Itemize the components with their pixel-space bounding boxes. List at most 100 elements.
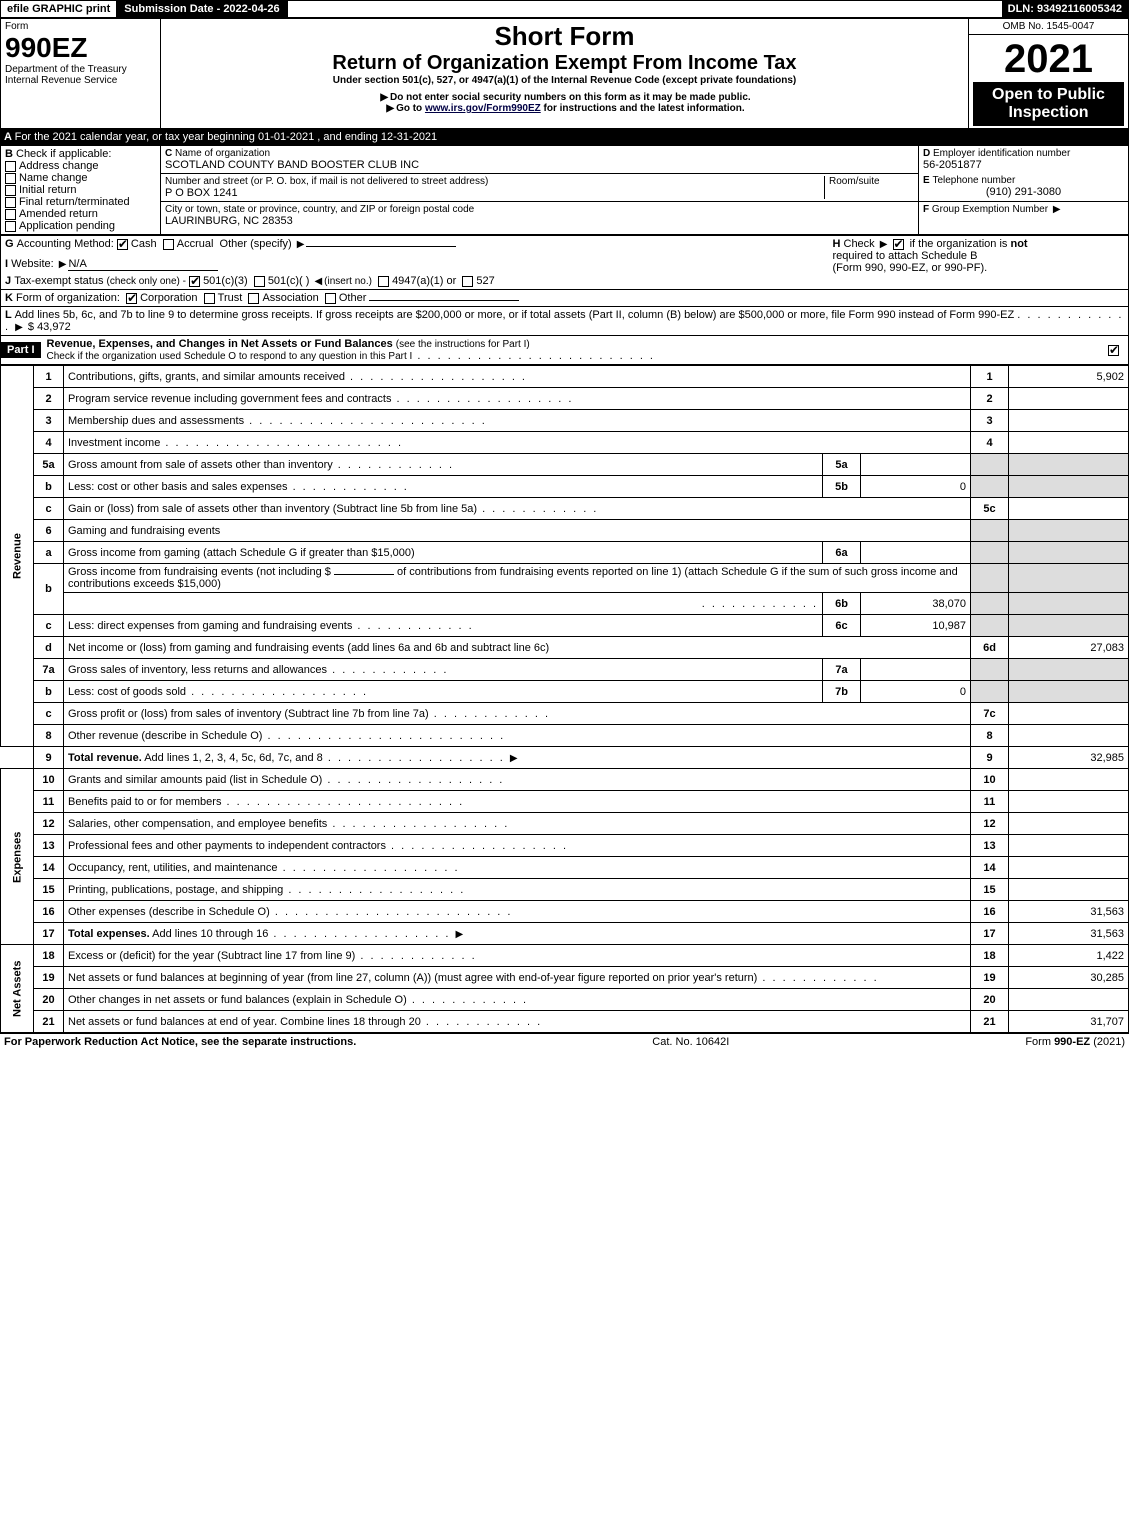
form-header: Form 990EZ Department of the Treasury In… — [0, 18, 1129, 129]
irs-link[interactable]: www.irs.gov/Form990EZ — [425, 103, 541, 114]
line-14-text: Occupancy, rent, utilities, and maintena… — [68, 862, 278, 874]
line-20-text: Other changes in net assets or fund bala… — [68, 994, 407, 1006]
line-17-text2: Add lines 10 through 16 — [152, 928, 268, 940]
open-public-badge: Open to Public Inspection — [973, 82, 1124, 126]
checkbox-address-change[interactable] — [5, 161, 16, 172]
line-21-amt: 31,707 — [1009, 1011, 1129, 1033]
line-k: K Form of organization: Corporation Trus… — [0, 290, 1129, 307]
efile-print-button[interactable]: efile GRAPHIC print — [1, 1, 118, 17]
j-note: (check only one) ‐ — [107, 276, 186, 287]
expenses-section-label: Expenses — [1, 769, 34, 945]
g-other-input[interactable] — [306, 246, 456, 247]
part-i-header: Part I Revenue, Expenses, and Changes in… — [0, 336, 1129, 365]
h-line2: required to attach Schedule B — [833, 250, 1125, 262]
checkbox-corp[interactable] — [126, 293, 137, 304]
h-pre: Check — [844, 238, 875, 250]
line-21-text: Net assets or fund balances at end of ye… — [68, 1016, 421, 1028]
d-label: Employer identification number — [933, 148, 1070, 159]
line-3-text: Membership dues and assessments — [68, 415, 244, 427]
ein-value: 56-2051877 — [923, 159, 1124, 171]
opt-final-return: Final return/terminated — [19, 196, 130, 208]
footer-left: For Paperwork Reduction Act Notice, see … — [4, 1036, 356, 1048]
line-l: L Add lines 5b, 6c, and 7b to line 9 to … — [0, 307, 1129, 336]
line-17-text: Total expenses. — [68, 928, 150, 940]
checkbox-trust[interactable] — [204, 293, 215, 304]
addr-label: Number and street (or P. O. box, if mail… — [165, 176, 824, 187]
footer-right-pre: Form — [1025, 1036, 1054, 1048]
k-other-input[interactable] — [369, 300, 519, 301]
line-6d-amt: 27,083 — [1009, 637, 1129, 659]
arrow-icon — [1051, 204, 1063, 215]
line-16-amt: 31,563 — [1009, 901, 1129, 923]
line-2-text: Program service revenue including govern… — [68, 393, 391, 405]
checkbox-assoc[interactable] — [248, 293, 259, 304]
tax-year: 2021 — [973, 37, 1124, 82]
sub-6a: 6a — [823, 542, 861, 564]
revenue-section-label: Revenue — [1, 366, 34, 747]
top-bar: efile GRAPHIC print Submission Date - 20… — [0, 0, 1129, 18]
city-value: LAURINBURG, NC 28353 — [165, 215, 914, 227]
checkbox-501c[interactable] — [254, 276, 265, 287]
checkbox-cash[interactable] — [117, 239, 128, 250]
line-8-text: Other revenue (describe in Schedule O) — [68, 730, 262, 742]
line-7c-text: Gross profit or (loss) from sales of inv… — [68, 708, 429, 720]
line-6b-blank[interactable] — [334, 574, 394, 575]
phone-value: (910) 291-3080 — [923, 186, 1124, 198]
short-form-title: Short Form — [165, 21, 964, 52]
g-label: Accounting Method: — [17, 238, 114, 250]
line-18-text: Excess or (deficit) for the year (Subtra… — [68, 950, 355, 962]
k-trust: Trust — [218, 292, 243, 304]
line-13-text: Professional fees and other payments to … — [68, 840, 386, 852]
checkbox-501c3[interactable] — [189, 276, 200, 287]
k-assoc: Association — [262, 292, 318, 304]
omb-number: OMB No. 1545-0047 — [969, 19, 1129, 35]
checkbox-name-change[interactable] — [5, 173, 16, 184]
website-value: N/A — [68, 258, 218, 271]
arrow-left-icon — [312, 275, 324, 287]
line-16-text: Other expenses (describe in Schedule O) — [68, 906, 270, 918]
checkbox-h[interactable] — [893, 239, 904, 250]
k-corp: Corporation — [140, 292, 197, 304]
h-not: not — [1010, 238, 1027, 250]
checkbox-527[interactable] — [462, 276, 473, 287]
h-line3: (Form 990, 990-EZ, or 990-PF). — [833, 262, 1125, 274]
line-11-text: Benefits paid to or for members — [68, 796, 221, 808]
checkbox-schedule-o[interactable] — [1108, 345, 1119, 356]
line-1-amt: 5,902 — [1009, 366, 1129, 388]
line-6b-amt: 38,070 — [861, 593, 971, 615]
line-5c-text: Gain or (loss) from sale of assets other… — [68, 503, 477, 515]
netassets-section-label: Net Assets — [1, 945, 34, 1033]
line-4-text: Investment income — [68, 437, 160, 449]
org-name: SCOTLAND COUNTY BAND BOOSTER CLUB INC — [165, 159, 914, 171]
sub-7b: 7b — [823, 681, 861, 703]
line-6a-text: Gross income from gaming (attach Schedul… — [68, 547, 415, 559]
arrow-icon — [384, 103, 396, 114]
line-a-text: For the 2021 calendar year, or tax year … — [15, 131, 438, 143]
identity-block: B Check if applicable: Address change Na… — [0, 145, 1129, 235]
checkbox-application-pending[interactable] — [5, 221, 16, 232]
arrow-icon — [57, 258, 69, 270]
line-5b-text: Less: cost or other basis and sales expe… — [68, 481, 288, 493]
line-6b-text1: Gross income from fundraising events (no… — [68, 566, 331, 578]
checkbox-4947[interactable] — [378, 276, 389, 287]
lines-table: Revenue 1Contributions, gifts, grants, a… — [0, 365, 1129, 1033]
line-1-text: Contributions, gifts, grants, and simila… — [68, 371, 345, 383]
checkbox-other[interactable] — [325, 293, 336, 304]
goto-note-post: for instructions and the latest informat… — [541, 103, 745, 114]
checkbox-final-return[interactable] — [5, 197, 16, 208]
part-i-title: Revenue, Expenses, and Changes in Net As… — [47, 338, 393, 350]
g-other: Other (specify) — [220, 238, 292, 250]
subtitle: Under section 501(c), 527, or 4947(a)(1)… — [165, 75, 964, 86]
checkbox-amended-return[interactable] — [5, 209, 16, 220]
checkbox-accrual[interactable] — [163, 239, 174, 250]
j-527: 527 — [476, 275, 494, 287]
j-insert: (insert no.) — [324, 276, 372, 287]
line-9-amt: 32,985 — [1009, 747, 1129, 769]
dept-treasury: Department of the Treasury — [5, 64, 156, 75]
opt-name-change: Name change — [19, 172, 88, 184]
line-5b-amt: 0 — [861, 476, 971, 498]
line-18-amt: 1,422 — [1009, 945, 1129, 967]
checkbox-initial-return[interactable] — [5, 185, 16, 196]
footer-mid: Cat. No. 10642I — [652, 1036, 729, 1048]
ssn-note: Do not enter social security numbers on … — [390, 92, 751, 103]
